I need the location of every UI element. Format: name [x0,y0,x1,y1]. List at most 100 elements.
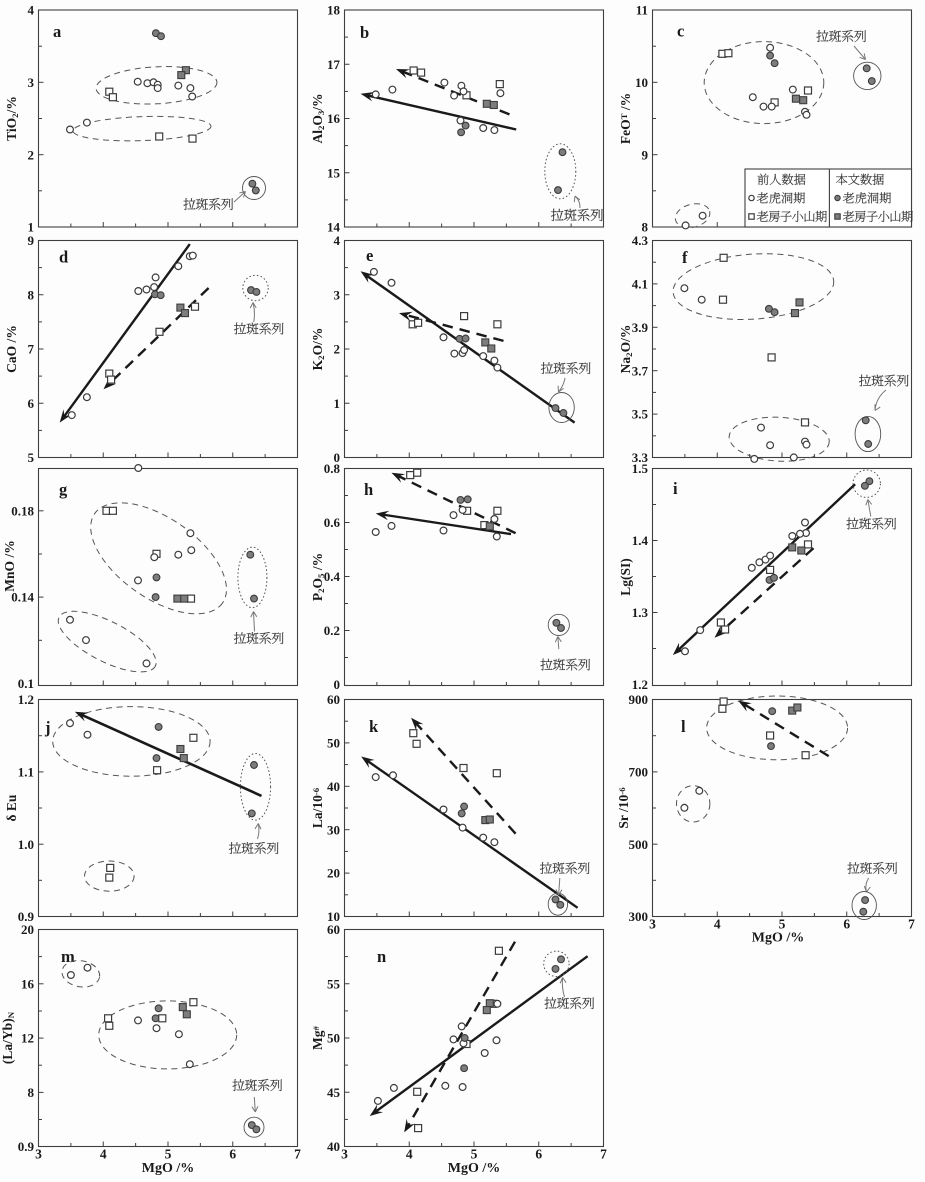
svg-text:9: 9 [642,147,649,162]
svg-text:3: 3 [35,1147,42,1162]
svg-text:i: i [673,479,678,498]
svg-text:0.14: 0.14 [11,590,34,605]
svg-text:4: 4 [100,1147,107,1162]
svg-text:5: 5 [28,450,35,465]
svg-text:MgO /%: MgO /% [752,931,805,946]
svg-text:0: 0 [334,677,341,692]
svg-text:h: h [364,480,373,499]
svg-text:0.2: 0.2 [324,623,340,638]
svg-text:3.3: 3.3 [632,450,649,465]
svg-text:La/10-6: La/10-6 [310,787,325,828]
svg-text:15: 15 [327,165,341,180]
svg-text:Al2O3/%: Al2O3/% [310,93,326,143]
svg-text:(La/Yb)N: (La/Yb)N [0,1011,16,1064]
svg-text:3.5: 3.5 [632,407,649,422]
svg-text:14: 14 [327,220,341,235]
svg-text:δ Eu: δ Eu [4,794,19,821]
svg-text:0.4: 0.4 [324,569,341,584]
svg-text:45: 45 [327,1085,341,1100]
svg-text:3.9: 3.9 [632,320,649,335]
svg-text:k: k [369,717,379,736]
svg-text:60: 60 [327,922,340,937]
svg-text:1: 1 [28,220,35,235]
svg-text:n: n [377,947,386,966]
svg-text:Sr /10-6: Sr /10-6 [616,787,631,829]
svg-text:0.9: 0.9 [18,909,35,924]
svg-text:9: 9 [28,233,35,248]
svg-text:16: 16 [327,111,341,126]
svg-text:8: 8 [28,1085,35,1100]
svg-text:MnO /%: MnO /% [2,540,17,591]
svg-text:1.0: 1.0 [18,837,34,852]
svg-text:j: j [44,718,51,737]
svg-text:1.1: 1.1 [18,765,34,780]
svg-text:16: 16 [21,976,35,991]
svg-text:20: 20 [21,922,34,937]
svg-text:a: a [53,22,61,41]
svg-text:1.5: 1.5 [632,461,649,476]
svg-text:P2O5 /%: P2O5 /% [310,553,326,601]
svg-text:8: 8 [642,220,649,235]
svg-text:40: 40 [327,779,340,794]
svg-text:FeOT /%: FeOT /% [618,93,633,144]
svg-text:4.1: 4.1 [632,277,648,292]
svg-text:0.8: 0.8 [324,461,341,476]
svg-text:4: 4 [28,3,35,18]
svg-text:g: g [59,480,68,499]
svg-text:b: b [360,23,369,42]
svg-text:c: c [677,22,684,41]
svg-text:1.3: 1.3 [632,605,649,620]
svg-text:1.2: 1.2 [18,692,34,707]
svg-text:7: 7 [908,917,915,932]
svg-text:6: 6 [229,1147,236,1162]
svg-text:6: 6 [28,396,35,411]
svg-text:0.6: 0.6 [324,515,341,530]
svg-text:4: 4 [714,917,721,932]
svg-text:2: 2 [334,342,341,357]
svg-text:50: 50 [327,736,340,751]
svg-text:3: 3 [341,1147,348,1162]
svg-text:Lg(SI): Lg(SI) [618,558,633,596]
svg-text:900: 900 [629,692,649,707]
svg-text:12: 12 [21,1031,34,1046]
svg-text:3: 3 [649,917,656,932]
svg-text:30: 30 [327,822,340,837]
svg-text:2: 2 [28,147,35,162]
svg-text:3.7: 3.7 [632,363,649,378]
svg-text:0.9: 0.9 [18,1139,35,1154]
svg-text:CaO /%: CaO /% [4,325,19,373]
svg-text:11: 11 [636,3,648,18]
svg-text:0.18: 0.18 [11,503,34,518]
svg-text:Mg#: Mg# [310,1025,325,1050]
svg-text:8: 8 [28,287,35,302]
svg-text:6: 6 [535,1147,542,1162]
svg-text:3: 3 [28,75,35,90]
svg-text:e: e [366,246,373,265]
svg-text:Na2O/%: Na2O/% [618,325,634,374]
svg-text:7: 7 [600,1147,607,1162]
svg-text:300: 300 [629,909,649,924]
svg-text:4: 4 [334,233,341,248]
svg-text:MgO /%: MgO /% [448,1161,501,1176]
svg-text:55: 55 [327,976,341,991]
svg-text:l: l [681,717,686,736]
svg-text:500: 500 [629,837,649,852]
svg-text:18: 18 [327,3,341,18]
svg-text:7: 7 [294,1147,301,1162]
svg-text:1.2: 1.2 [632,677,648,692]
svg-text:5: 5 [471,1147,478,1162]
svg-text:m: m [61,947,75,966]
svg-text:5: 5 [779,917,786,932]
svg-text:6: 6 [843,917,850,932]
svg-text:MgO /%: MgO /% [142,1161,195,1176]
svg-text:50: 50 [327,1031,340,1046]
svg-text:60: 60 [327,692,340,707]
svg-text:d: d [59,248,68,267]
svg-text:0: 0 [334,450,341,465]
svg-text:K2O/%: K2O/% [310,328,326,371]
svg-text:4.3: 4.3 [632,233,649,248]
svg-text:20: 20 [327,866,340,881]
svg-text:TiO2/%: TiO2/% [4,96,20,141]
svg-text:4: 4 [406,1147,413,1162]
svg-text:40: 40 [327,1139,340,1154]
